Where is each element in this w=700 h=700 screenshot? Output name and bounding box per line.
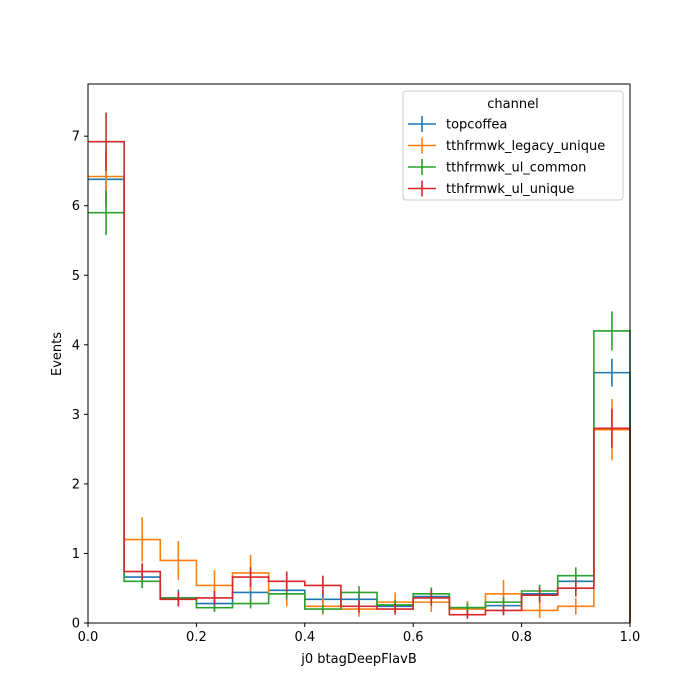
y-tick-label: 3	[72, 408, 80, 423]
x-tick-label: 0.4	[294, 630, 315, 645]
legend-item: tthfrmwk_ul_common	[408, 159, 586, 176]
legend: channel topcoffeatthfrmwk_legacy_uniquet…	[402, 90, 624, 201]
step-line	[88, 140, 631, 623]
legend-label: tthfrmwk_legacy_unique	[446, 139, 605, 154]
y-axis: 0 1 2 3 4 5 6 7	[72, 130, 88, 632]
legend-box	[402, 90, 624, 201]
y-tick-label: 1	[72, 547, 80, 562]
x-axis: 0.0 0.2 0.4 0.6 0.8 1.0	[78, 623, 641, 645]
plot-area	[88, 112, 631, 623]
legend-label: topcoffea	[446, 118, 507, 133]
axes-frame	[87, 83, 631, 624]
legend-item: tthfrmwk_ul_unique	[408, 180, 574, 197]
legend-label: tthfrmwk_ul_common	[446, 161, 586, 176]
legend-title: channel	[487, 97, 538, 112]
y-tick-label: 2	[72, 477, 80, 492]
legend-items: topcoffea tthfrmwk_legacy_unique tthfrmwk_…	[408, 116, 605, 197]
x-tick-label: 1.0	[620, 630, 641, 645]
x-tick-label: 0.6	[403, 630, 424, 645]
legend-item: topcoffea	[408, 116, 507, 133]
legend-item: tthfrmwk_legacy_unique	[408, 137, 605, 154]
legend-label: tthfrmwk_ul_unique	[446, 182, 574, 197]
series-tthfrmwk_ul_unique	[88, 112, 631, 623]
x-tick-label: 0.0	[78, 630, 99, 645]
y-tick-label: 7	[72, 130, 80, 145]
y-tick-label: 6	[72, 199, 80, 214]
y-axis-label: Events	[50, 332, 65, 376]
y-tick-label: 4	[72, 338, 80, 353]
x-tick-label: 0.8	[511, 630, 532, 645]
y-tick-label: 0	[72, 617, 80, 632]
x-axis-label: j0 btagDeepFlavB	[300, 652, 417, 667]
y-tick-label: 5	[72, 269, 80, 284]
x-tick-label: 0.2	[186, 630, 207, 645]
